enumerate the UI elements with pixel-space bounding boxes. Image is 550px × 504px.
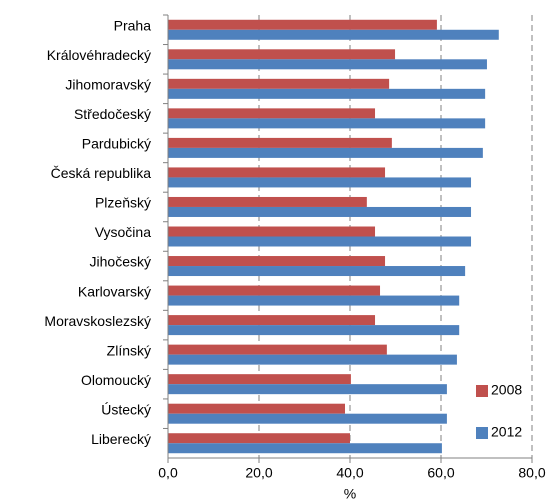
bar (168, 118, 486, 129)
bar (168, 137, 392, 148)
y-tick-label: Vysočina (95, 224, 152, 240)
bar (168, 236, 472, 247)
y-tick-label: Liberecký (91, 431, 151, 447)
bar (168, 108, 376, 119)
y-tick-label: Středočeský (74, 106, 151, 122)
bar (168, 433, 350, 444)
x-tick-label: 20,0 (245, 465, 272, 481)
bar (168, 443, 442, 454)
bar (168, 295, 460, 306)
bar (168, 403, 345, 414)
bar (168, 59, 487, 70)
bar (168, 374, 351, 385)
x-tick-label: 0,0 (158, 465, 178, 481)
x-tick-label: 80,0 (518, 465, 545, 481)
bar (168, 206, 472, 217)
legend-label: 2008 (491, 382, 522, 398)
x-axis-label: % (344, 486, 356, 502)
bar (168, 315, 376, 326)
bar (168, 78, 390, 89)
y-tick-label: Česká republika (51, 165, 152, 181)
bar (168, 384, 447, 395)
bar (168, 413, 447, 424)
y-tick-label: Olomoucký (81, 372, 151, 388)
bar (168, 88, 486, 99)
bar (168, 226, 376, 237)
legend-swatch (476, 385, 488, 397)
y-tick-label: Zlínský (107, 342, 151, 358)
bar (168, 344, 387, 355)
bar (168, 325, 460, 336)
y-tick-label: Moravskoslezský (44, 313, 151, 329)
bar (168, 49, 396, 60)
bar (168, 354, 457, 365)
y-tick-label: Jihočeský (90, 254, 151, 270)
y-tick-label: Pardubický (82, 136, 151, 152)
y-tick-label: Královéhradecký (47, 47, 151, 63)
y-tick-label: Ústecký (101, 401, 151, 417)
bar (168, 266, 466, 277)
bar (168, 167, 386, 178)
y-tick-label: Karlovarský (78, 283, 151, 299)
bar (168, 19, 437, 30)
x-tick-label: 40,0 (336, 465, 363, 481)
legend-label: 2012 (491, 424, 522, 440)
bar (168, 196, 367, 207)
bar (168, 147, 483, 158)
bar (168, 29, 499, 40)
y-tick-label: Jihomoravský (65, 77, 151, 93)
legend-swatch (476, 427, 488, 439)
bar (168, 256, 386, 267)
y-tick-label: Plzeňský (95, 195, 151, 211)
bar (168, 177, 472, 188)
bar (168, 285, 381, 296)
x-tick-label: 60,0 (427, 465, 454, 481)
y-tick-label: Praha (114, 17, 152, 33)
